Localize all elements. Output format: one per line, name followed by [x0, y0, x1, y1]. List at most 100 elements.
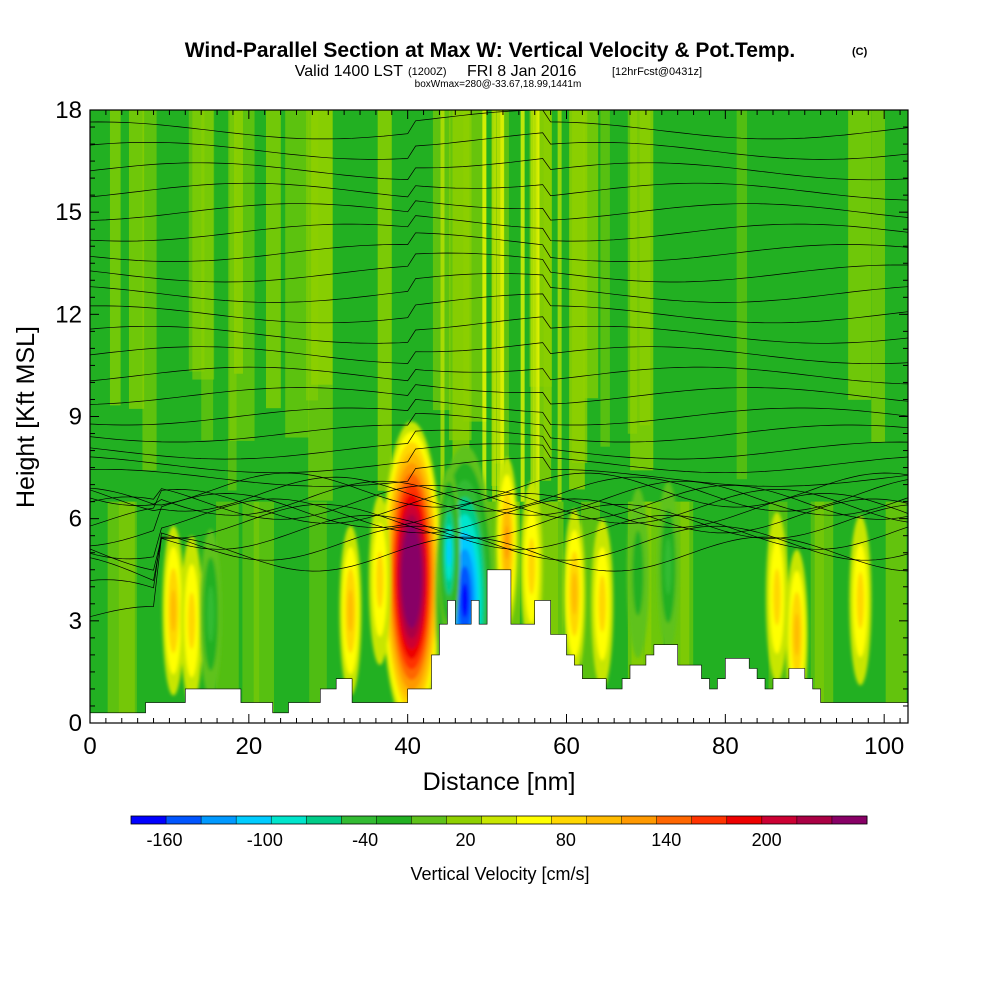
y-tick-label: 3: [69, 608, 82, 635]
lower-level-stripe: [216, 501, 239, 723]
velocity-contour-fill: [376, 551, 384, 609]
colorbar-swatch: [236, 816, 272, 824]
theta-isentrope: [90, 132, 908, 160]
velocity-contour-fill: [446, 538, 451, 567]
velocity-contour-fill: [794, 613, 800, 656]
weak-updraft-stripe: [583, 110, 599, 399]
colorbar-tick-label: -40: [352, 830, 378, 850]
weak-updraft-stripe: [848, 110, 872, 400]
colorbar-frame: [130, 815, 868, 825]
y-tick-label: 15: [55, 199, 82, 226]
colorbar-swatch: [411, 816, 447, 824]
colorbar-tick-label: 80: [556, 830, 576, 850]
weak-updraft-stripe: [736, 110, 748, 480]
downdraft-core: [199, 529, 222, 700]
max-w-note: boxWmax=280@-33.67,18.99,1441m: [415, 79, 582, 90]
updraft-streak: [482, 110, 487, 502]
colorbar-swatch: [201, 816, 237, 824]
colorbar-swatch: [691, 816, 728, 824]
updraft-core: [849, 515, 872, 686]
lower-level-stripe: [814, 501, 834, 723]
colorbar-swatch: [481, 816, 518, 824]
theta-isentrope: [90, 476, 908, 512]
theta-isentrope: [90, 158, 908, 181]
potential-temperature-isentropes: [90, 110, 908, 618]
velocity-contour-fill: [187, 592, 196, 650]
lower-level-stripe: [118, 501, 137, 723]
velocity-contour-fill: [632, 530, 644, 616]
updraft-core: [591, 518, 614, 689]
colorbar-title: Vertical Velocity [cm/s]: [410, 864, 589, 884]
theta-isentrope: [90, 200, 908, 221]
weak-updraft-stripe: [109, 110, 121, 406]
weak-updraft-stripe: [630, 110, 654, 471]
theta-isentrope: [90, 429, 908, 460]
updraft-streak: [520, 110, 525, 502]
theta-isentrope: [90, 472, 908, 508]
theta-isentrope: [90, 457, 908, 487]
lower-level-stripe: [107, 501, 135, 723]
x-axis-label: Distance [nm]: [423, 768, 576, 796]
velocity-contour-fill: [207, 585, 215, 643]
y-tick-label: 18: [55, 97, 82, 124]
forecast-info: [12hrFcst@0431z]: [612, 66, 702, 78]
theta-isentrope: [90, 525, 908, 589]
updraft-streak: [530, 110, 535, 502]
updraft-streak: [440, 110, 445, 502]
x-tick-label: 0: [83, 733, 96, 760]
colorbar-swatch: [726, 816, 763, 824]
colorbar-swatch: [341, 816, 377, 824]
weak-updraft-stripe: [227, 110, 237, 491]
colorbar-swatch: [656, 816, 693, 824]
theta-isentrope: [90, 232, 908, 262]
plot-area: [90, 110, 908, 723]
copyright-mark: (C): [852, 46, 868, 58]
colorbar-swatch: [131, 816, 167, 824]
terrain: [90, 569, 908, 723]
updraft-core: [368, 494, 391, 665]
theta-isentrope: [90, 215, 908, 242]
chart-title: Wind-Parallel Section at Max W: Vertical…: [185, 39, 796, 62]
theta-isentrope: [90, 443, 908, 474]
zulu-time: (1200Z): [408, 66, 447, 78]
x-tick-label: 20: [235, 733, 262, 760]
x-tick-label: 40: [394, 733, 421, 760]
theta-isentrope: [90, 273, 908, 303]
updraft-streak: [492, 110, 497, 502]
weak-updraft-stripe: [569, 110, 585, 490]
updraft-core: [765, 511, 788, 682]
weak-updraft-stripe: [265, 110, 281, 409]
updraft-streak: [496, 110, 501, 502]
theta-isentrope: [90, 514, 908, 581]
velocity-contour-fill: [170, 589, 177, 632]
velocity-contour-fill: [598, 575, 606, 633]
y-tick-label: 0: [69, 710, 82, 737]
updraft-core: [180, 535, 203, 706]
lower-level-stripe: [242, 501, 260, 723]
weak-updraft-stripe: [463, 110, 487, 422]
updraft-core: [339, 525, 362, 696]
lower-level-stripe: [253, 501, 274, 723]
colorbar-tick-label: -160: [146, 830, 182, 850]
theta-isentrope: [90, 493, 908, 547]
velocity-contour-fill: [527, 538, 536, 595]
theta-isentrope: [90, 399, 908, 426]
velocity-contour-fill: [664, 538, 672, 595]
x-tick-label: 60: [553, 733, 580, 760]
colorbar-swatch: [446, 816, 482, 824]
colorbar-tick-label: 140: [651, 830, 681, 850]
velocity-contour-fill: [856, 572, 865, 629]
colorbar-swatch: [516, 816, 553, 824]
theta-isentrope: [90, 252, 908, 283]
colorbar-swatch: [586, 816, 623, 824]
downdraft-core: [437, 467, 460, 638]
weak-updraft-stripe: [377, 110, 392, 491]
forecast-date: FRI 8 Jan 2016: [467, 63, 577, 80]
y-axis-label: Height [Kft MSL]: [12, 326, 40, 508]
weak-updraft-stripe: [871, 110, 885, 442]
colorbar-tick-label: 200: [752, 830, 782, 850]
theta-isentrope: [90, 480, 908, 516]
weak-updraft-stripe: [308, 110, 333, 501]
colorbar-swatch: [621, 816, 658, 824]
